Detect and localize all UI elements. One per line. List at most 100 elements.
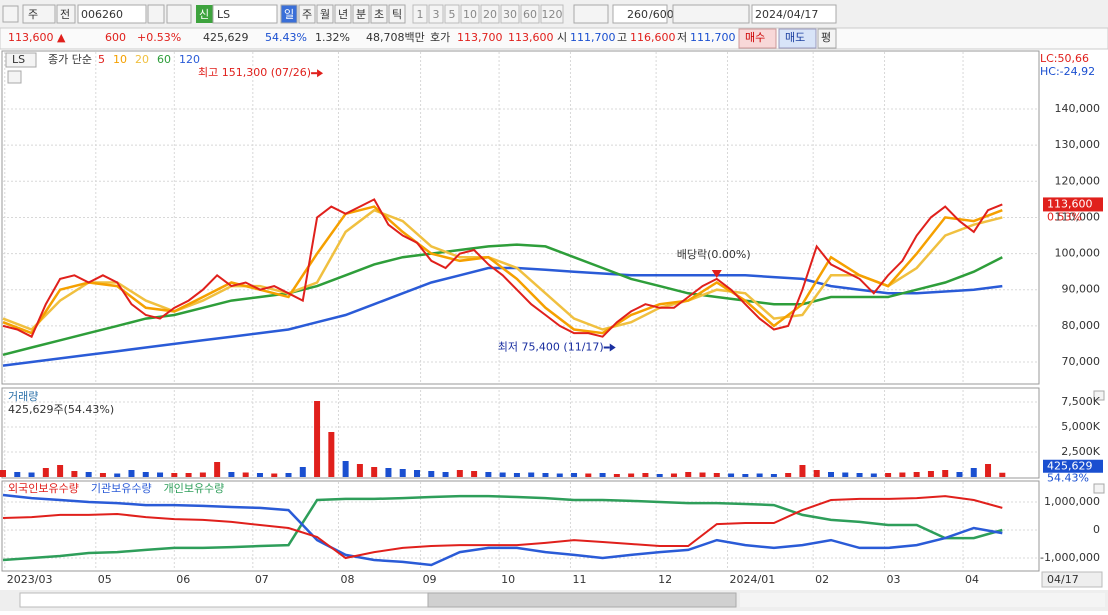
scroll-thumb[interactable] [427, 592, 737, 608]
volume-bar [85, 472, 92, 477]
volume-bar [242, 472, 249, 477]
y-tick-label: 2,500K [1061, 445, 1100, 458]
interval: 10 [463, 8, 477, 21]
badge-box [196, 5, 213, 23]
volume-bar [228, 472, 235, 477]
period-button[interactable] [316, 4, 334, 24]
volume-bar [399, 469, 406, 477]
volume-bar [842, 472, 849, 477]
prev: 전 [60, 8, 70, 21]
interval-button[interactable] [460, 4, 480, 24]
period: 틱 [392, 8, 402, 21]
volume-panel [1, 387, 1040, 479]
period-button[interactable] [298, 4, 316, 24]
period-button[interactable] [370, 4, 388, 24]
volume-bar [499, 472, 506, 477]
legend-entry: 개인보유수량 [164, 482, 225, 495]
y-tick-label: 140,000 [1055, 102, 1101, 115]
period: 주 [302, 8, 312, 21]
price: 113,600 ▲ [8, 31, 66, 44]
period-button[interactable] [280, 4, 298, 24]
interval-dropdown[interactable] [573, 4, 609, 24]
period-button[interactable] [388, 4, 406, 24]
panel-title: 거래량 [8, 390, 38, 403]
volume-bar [728, 473, 735, 477]
volume-bar [942, 470, 949, 477]
legend-entry: 120 [179, 53, 200, 66]
period-button[interactable] [334, 4, 352, 24]
hc-label: HC:-24,92 [1040, 65, 1095, 78]
search-button[interactable] [147, 4, 165, 24]
x-tick-label: 12 [658, 573, 672, 586]
interval-button[interactable] [412, 4, 428, 24]
volume-bar [385, 468, 392, 477]
interval-button[interactable] [480, 4, 500, 24]
legend-entry: 외국인보유수량 [8, 482, 79, 495]
period-button[interactable] [352, 4, 370, 24]
sell-button[interactable] [778, 28, 817, 49]
series-line [2, 198, 1003, 339]
change: 600 [105, 31, 126, 44]
table-icon[interactable] [7, 70, 22, 84]
volume-bar [528, 472, 535, 477]
volume-bar [356, 464, 363, 477]
last-price: 113,600 [1047, 197, 1093, 210]
market-select[interactable] [22, 4, 56, 24]
tool-icons[interactable] [672, 4, 750, 24]
annotation-arrowhead [711, 269, 722, 278]
volume-bar [0, 470, 6, 477]
y-tick-label: 5,000K [1061, 420, 1100, 433]
y-tick-label: 7,500K [1061, 395, 1100, 408]
name-input[interactable] [212, 4, 278, 24]
interval-button[interactable] [428, 4, 444, 24]
y-tick-label: 70,000 [1062, 355, 1101, 368]
holdings-panel [1, 480, 1040, 572]
x-tick-label: 07 [255, 573, 269, 586]
volume-bar [656, 474, 663, 477]
market: 주 [28, 8, 38, 21]
scroll-track [19, 592, 429, 608]
volume-bar [414, 470, 420, 477]
last-volume: 425,629 [1047, 460, 1093, 473]
interval-button[interactable] [520, 4, 540, 24]
menu-button[interactable] [2, 5, 19, 23]
interval: 3 [433, 8, 440, 21]
volume-bar [699, 472, 706, 477]
volume-bar [785, 473, 792, 477]
volume-bar [214, 462, 221, 477]
panel-button[interactable] [1093, 390, 1105, 401]
annotation: 최저 75,400 (11/17) [498, 340, 604, 353]
sound-button[interactable] [166, 4, 192, 24]
volume-ratio: 54.43% [265, 31, 307, 44]
last-price-box [1043, 197, 1103, 212]
period: 월 [320, 8, 330, 21]
volume-bar [813, 470, 820, 477]
zoom-tools[interactable] [740, 593, 1105, 607]
interval: 30 [503, 8, 517, 21]
panel-button[interactable] [1093, 483, 1105, 494]
y-tick-label: 120,000 [1055, 174, 1101, 187]
volume-bar [371, 467, 378, 477]
prev-button[interactable] [56, 4, 76, 24]
x-tick-label: 11 [572, 573, 586, 586]
interval: 1 [417, 8, 424, 21]
avg: 평 [821, 31, 831, 44]
ask: 113,700 [457, 31, 503, 44]
buy-button[interactable] [738, 28, 777, 49]
date-input[interactable] [751, 4, 837, 24]
price-panel [1, 50, 1040, 385]
interval-button[interactable] [500, 4, 520, 24]
panel-label: 425,629주(54.43%) [8, 403, 114, 416]
volume-bar [485, 472, 492, 477]
count-input[interactable] [612, 4, 668, 24]
x-tick-label: 2023/03 [7, 573, 53, 586]
code-input[interactable] [77, 4, 147, 24]
interval-button[interactable] [444, 4, 460, 24]
volume-bar [927, 471, 934, 477]
volume-bar [342, 461, 349, 477]
volume-bar [742, 474, 749, 477]
avg-button[interactable] [817, 28, 837, 49]
open-label: 시 [557, 31, 567, 44]
interval-button[interactable] [540, 4, 564, 24]
period: 초 [374, 8, 384, 21]
